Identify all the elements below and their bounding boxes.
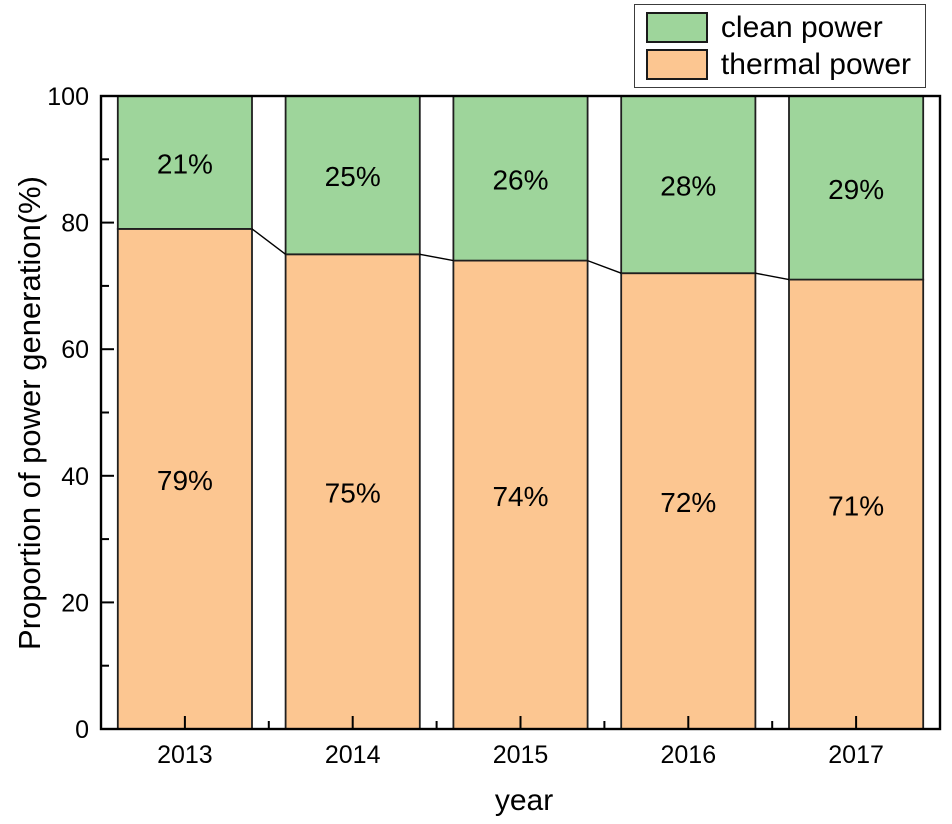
bar-label-clean-power-2016: 28% bbox=[660, 171, 716, 202]
y-axis-title: Proportion of power generation(%) bbox=[12, 176, 47, 650]
chart-legend: clean power thermal power bbox=[633, 4, 926, 88]
bar-segment-clean-power-2015 bbox=[452, 95, 589, 262]
y-tick-label: 80 bbox=[61, 210, 89, 238]
bar-segment-clean-power-2016 bbox=[620, 95, 757, 275]
x-tick-label: 2017 bbox=[828, 741, 884, 769]
bar-label-thermal-power-2017: 71% bbox=[828, 490, 884, 521]
y-tick-label: 20 bbox=[61, 589, 89, 617]
bar-segment-thermal-power-2015 bbox=[452, 259, 589, 730]
y-tick-label: 0 bbox=[75, 716, 89, 744]
bar-segment-clean-power-2014 bbox=[284, 95, 421, 256]
bar-label-clean-power-2017: 29% bbox=[828, 174, 884, 205]
bar-segment-clean-power-2017 bbox=[788, 95, 925, 281]
connector-line bbox=[755, 272, 790, 281]
bar-label-thermal-power-2014: 75% bbox=[325, 478, 381, 509]
legend-label-clean-power: clean power bbox=[720, 11, 883, 44]
x-tick-label: 2016 bbox=[660, 741, 716, 769]
bar-label-thermal-power-2016: 72% bbox=[660, 487, 716, 518]
connector-line bbox=[419, 253, 454, 262]
legend-label-thermal-power: thermal power bbox=[720, 47, 911, 81]
connector-line bbox=[587, 259, 622, 274]
x-tick-label: 2015 bbox=[493, 741, 549, 769]
legend-swatch-clean-power bbox=[645, 12, 708, 44]
legend-entry-clean-power: clean power bbox=[645, 11, 911, 44]
x-tick-label: 2013 bbox=[157, 741, 213, 769]
legend-entry-thermal-power: thermal power bbox=[645, 47, 911, 81]
bar-label-thermal-power-2015: 74% bbox=[492, 481, 548, 512]
bar-segment-thermal-power-2013 bbox=[116, 227, 253, 730]
y-tick-label: 60 bbox=[61, 336, 89, 364]
bar-label-clean-power-2015: 26% bbox=[492, 164, 548, 195]
bar-label-clean-power-2014: 25% bbox=[325, 161, 381, 192]
connector-line bbox=[251, 228, 287, 255]
y-tick-label: 40 bbox=[61, 463, 89, 491]
y-tick-label: 100 bbox=[47, 83, 89, 111]
bar-segment-clean-power-2013 bbox=[116, 95, 253, 230]
legend-swatch-thermal-power bbox=[645, 48, 708, 80]
bar-label-clean-power-2013: 21% bbox=[157, 149, 213, 180]
bar-label-thermal-power-2013: 79% bbox=[157, 465, 213, 496]
x-axis-title: year bbox=[494, 784, 554, 817]
x-tick-label: 2014 bbox=[325, 741, 381, 769]
